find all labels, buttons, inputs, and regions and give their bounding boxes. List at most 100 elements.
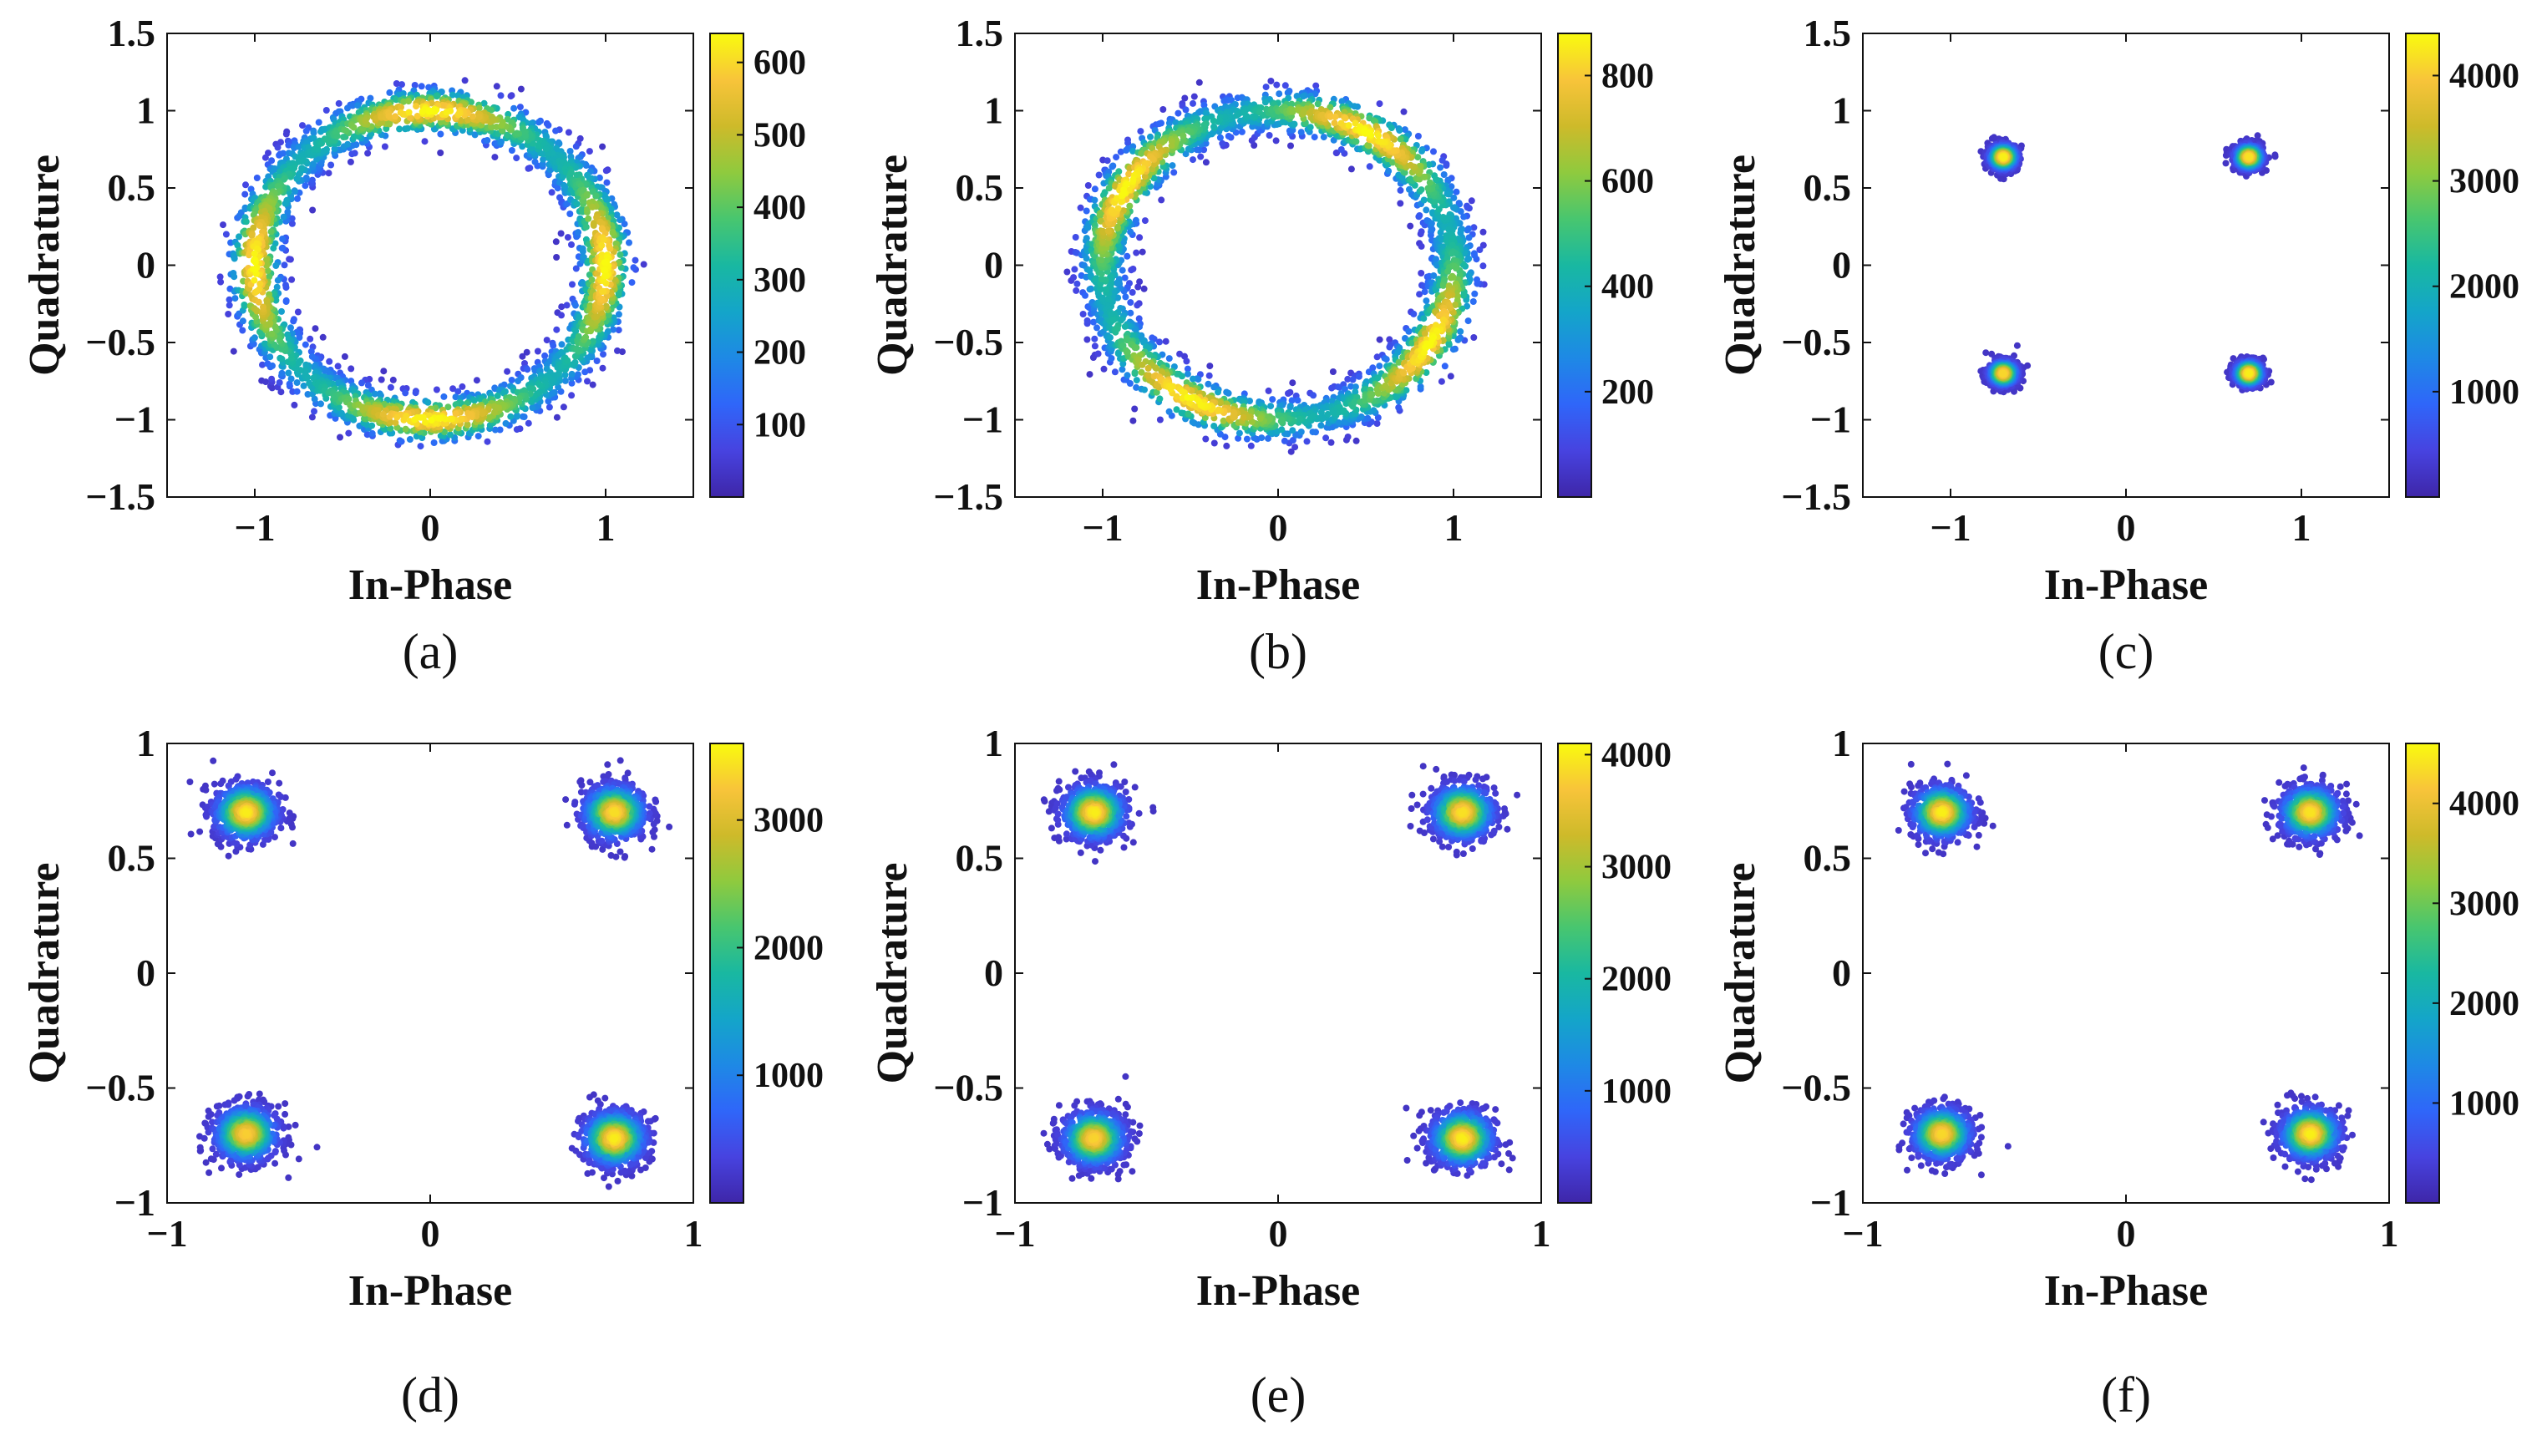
data-point [419,413,427,421]
data-point [1210,117,1217,124]
data-point [311,395,318,403]
data-point [1093,324,1100,332]
data-point [1124,252,1131,260]
data-point [1140,285,1148,292]
data-point [575,229,582,236]
data-point [1215,388,1221,396]
data-point [1210,423,1218,429]
data-point [1095,171,1103,179]
data-point [1278,426,1286,434]
data-point [1420,196,1428,204]
data-point [1349,376,1357,383]
data-point [1266,132,1273,139]
data-point [287,324,294,332]
data-point [616,216,624,224]
data-point [285,141,292,149]
data-point [425,107,433,114]
data-point [1083,235,1090,242]
data-point [1352,437,1360,444]
data-point [585,215,592,222]
data-point [1267,78,1275,84]
data-point [571,302,579,309]
data-point [268,330,276,337]
data-point [545,403,553,411]
data-point [567,170,575,177]
data-point [288,220,296,227]
data-point [277,139,284,146]
data-point [556,194,563,201]
data-point [1438,156,1446,164]
y-tick-label: 1 [136,89,155,132]
data-point [231,255,238,262]
data-point [454,388,462,395]
data-point [379,410,387,418]
data-point [1449,274,1457,281]
data-point [1083,255,1090,262]
data-point [263,297,271,304]
data-point [1073,287,1080,294]
colorbar-tick-label: 100 [753,406,806,444]
data-point [1195,79,1203,86]
data-point [225,311,232,317]
data-point [1165,355,1173,363]
data-point [1317,422,1325,429]
data-point [475,114,483,121]
data-point [1206,363,1214,370]
data-point [1405,327,1413,335]
data-point [440,393,448,400]
data-point [447,431,454,439]
data-point [574,371,581,378]
data-point [493,83,500,90]
data-point [486,413,494,421]
data-point [526,165,534,172]
data-point [396,437,403,444]
data-point [418,83,425,90]
data-point [1083,207,1090,215]
data-point [560,403,567,411]
data-point [421,138,429,145]
data-point [1100,365,1108,373]
data-point [1202,159,1210,166]
data-point [293,388,301,395]
data-point [1373,420,1381,427]
data-point [278,307,285,315]
data-point [253,175,261,181]
data-point [473,377,480,384]
data-point [508,147,515,154]
data-point [296,334,303,341]
data-point [1205,372,1213,379]
data-point [437,130,444,138]
data-point [1329,368,1337,375]
data-point [1438,378,1445,385]
data-point [295,170,302,178]
data-point [402,389,409,397]
data-point [568,241,575,248]
data-point [583,191,591,199]
data-point [1441,363,1449,370]
data-point [1240,413,1247,421]
data-point [609,229,616,236]
data-point [1479,228,1487,236]
data-point [348,365,355,373]
data-point [285,335,292,342]
data-point [1418,228,1425,236]
data-point [242,218,250,226]
data-point [226,302,233,309]
data-point [1376,100,1383,108]
data-point [344,104,351,112]
data-point [1082,292,1088,299]
x-tick-label: −1 [234,506,275,549]
data-point [1445,292,1453,300]
data-point [251,266,259,273]
data-point [542,145,550,153]
data-point [1175,109,1182,117]
data-point [317,400,324,408]
data-point [1141,217,1149,225]
data-point [344,140,352,148]
data-point [569,281,576,288]
data-point [1423,206,1430,214]
data-point [1121,322,1129,330]
data-point [497,92,505,99]
data-point [553,326,561,333]
data-point [1310,392,1317,399]
